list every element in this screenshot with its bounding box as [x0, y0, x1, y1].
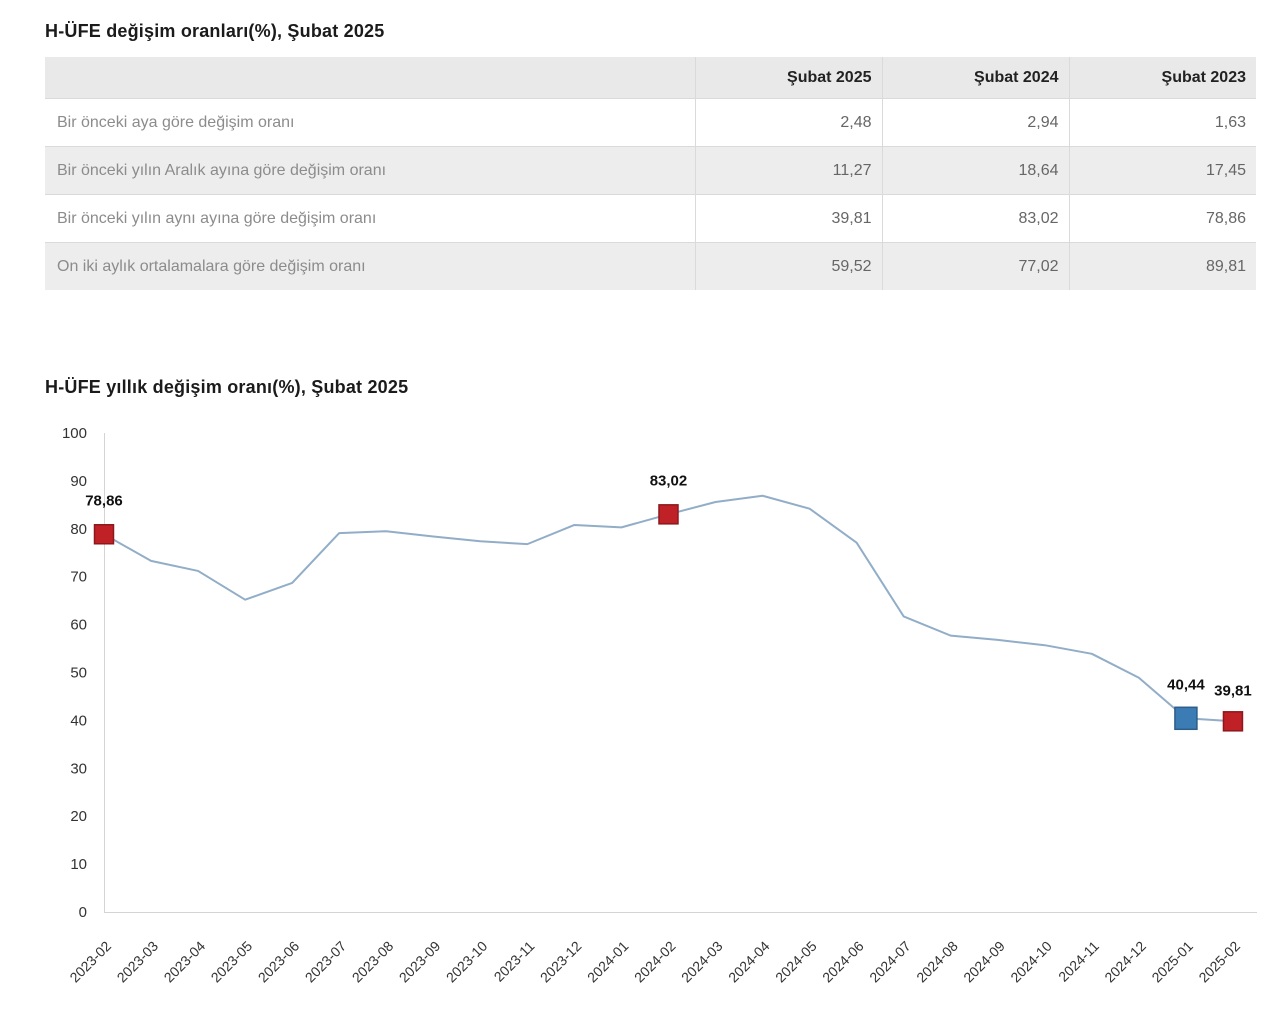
y-tick-label: 40: [70, 712, 87, 729]
x-tick-label: 2024-12: [1101, 938, 1149, 986]
cell-value: 59,52: [694, 242, 883, 291]
x-tick-label: 2024-05: [772, 938, 820, 986]
table-row: Bir önceki aya göre değişim oranı 2,48 2,9…: [44, 98, 1257, 147]
row-label: Bir önceki yılın aynı ayına göre değişim…: [44, 194, 696, 243]
x-tick-label: 2023-08: [349, 938, 397, 986]
cell-value: 39,81: [694, 194, 883, 243]
x-tick-label: 2025-02: [1195, 938, 1243, 986]
chart-title: H-ÜFE yıllık değişim oranı(%), Şubat 202…: [45, 377, 409, 397]
x-tick-label: 2023-05: [208, 938, 256, 986]
x-tick-label: 2024-10: [1007, 938, 1055, 986]
y-tick-label: 80: [70, 521, 87, 538]
cell-value: 11,27: [694, 146, 883, 195]
table-body: Bir önceki aya göre değişim oranı 2,48 2,9…: [44, 98, 1257, 291]
x-tick-label: 2023-12: [537, 938, 585, 986]
data-label-2025-02: 39,81: [1214, 682, 1252, 699]
x-tick-label: 2023-02: [66, 938, 114, 986]
cell-value: 17,45: [1068, 146, 1257, 195]
table-title: H-ÜFE değişim oranları(%), Şubat 2025: [45, 21, 385, 41]
table-row: On iki aylık ortalamalara göre değişim o…: [44, 242, 1257, 291]
cell-value: 89,81: [1068, 242, 1257, 291]
x-tick-label: 2023-04: [161, 938, 209, 986]
cell-value: 1,63: [1068, 98, 1257, 147]
x-tick-label: 2024-08: [913, 938, 961, 986]
x-tick-label: 2025-01: [1148, 938, 1196, 986]
series-line: [103, 494, 1234, 723]
header-row: Şubat 2025 Şubat 2024 Şubat 2023: [44, 56, 1257, 99]
cell-value: 18,64: [881, 146, 1070, 195]
row-label: Bir önceki aya göre değişim oranı: [44, 98, 696, 147]
x-tick-label: 2023-11: [491, 938, 538, 985]
data-label-2024-02: 83,02: [650, 472, 688, 489]
x-tick-label: 2024-11: [1055, 938, 1102, 985]
marker-2023-02: [93, 524, 115, 545]
y-tick-label: 50: [70, 665, 87, 682]
y-tick-label: 100: [62, 425, 87, 442]
y-tick-label: 90: [70, 473, 87, 490]
row-label: Bir önceki yılın Aralık ayına göre değiş…: [44, 146, 696, 195]
data-label-2023-02: 78,86: [85, 492, 123, 509]
rates-table: Şubat 2025 Şubat 2024 Şubat 2023 Bir öncek…: [44, 56, 1257, 291]
corner-cell: [44, 56, 696, 99]
x-tick-label: 2023-03: [114, 938, 162, 986]
row-label: On iki aylık ortalamalara göre değişim o…: [44, 242, 696, 291]
y-tick-label: 30: [70, 760, 87, 777]
x-tick-label: 2023-06: [255, 938, 303, 986]
x-tick-label: 2024-09: [960, 938, 1008, 986]
cell-value: 78,86: [1068, 194, 1257, 243]
x-tick-label: 2024-02: [631, 938, 679, 986]
y-tick-label: 10: [70, 856, 87, 873]
y-tick-label: 20: [70, 808, 87, 825]
x-tick-label: 2023-10: [443, 938, 491, 986]
table-row: Bir önceki yılın Aralık ayına göre değiş…: [44, 146, 1257, 195]
x-tick-label: 2024-06: [819, 938, 867, 986]
y-tick-label: 70: [70, 569, 87, 586]
x-tick-label: 2024-03: [678, 938, 726, 986]
cell-value: 77,02: [881, 242, 1070, 291]
table-header: Şubat 2025 Şubat 2024 Şubat 2023: [44, 56, 1257, 99]
column-header-2: Şubat 2023: [1068, 56, 1257, 99]
x-tick-label: 2024-07: [866, 938, 914, 986]
data-label-2025-01: 40,44: [1167, 676, 1205, 693]
cell-value: 83,02: [881, 194, 1070, 243]
cell-value: 2,94: [881, 98, 1070, 147]
y-tick-label: 60: [70, 617, 87, 634]
x-tick-label: 2024-01: [584, 938, 632, 986]
x-tick-label: 2024-04: [725, 938, 773, 986]
marker-2025-02: [1222, 711, 1244, 732]
x-tick-label: 2023-09: [396, 938, 444, 986]
marker-2025-01: [1174, 706, 1198, 731]
y-tick-label: 0: [79, 904, 87, 921]
cell-value: 2,48: [694, 98, 883, 147]
marker-2024-02: [658, 504, 679, 525]
x-tick-label: 2023-07: [302, 938, 350, 986]
table-row: Bir önceki yılın aynı ayına göre değişim…: [44, 194, 1257, 243]
